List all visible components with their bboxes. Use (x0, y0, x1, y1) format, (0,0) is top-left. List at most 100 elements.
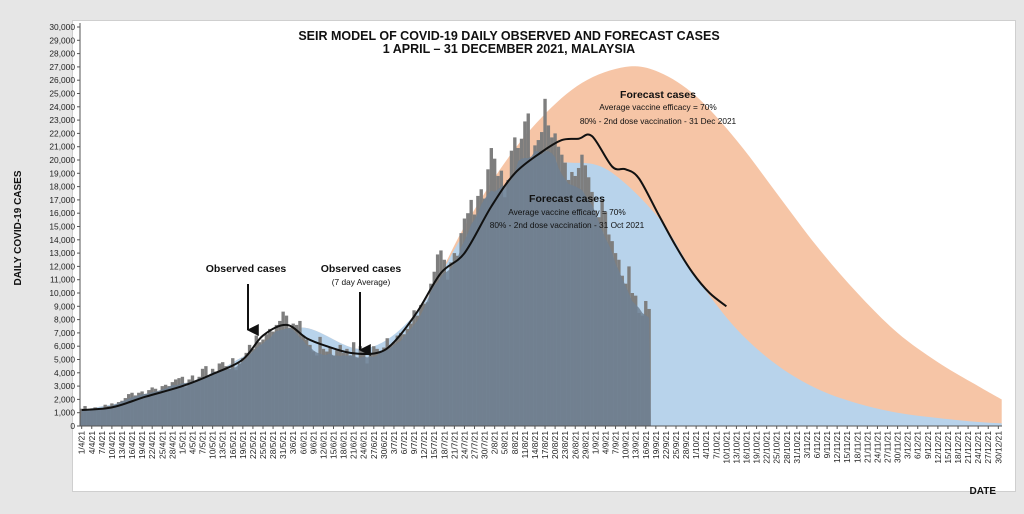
x-tick-label: 12/7/21 (419, 431, 429, 459)
annotation-forecast-dec-l2: 80% - 2nd dose vaccination - 31 Dec 2021 (580, 116, 737, 126)
x-tick-label: 31/5/21 (278, 431, 288, 459)
x-tick-label: 22/5/21 (248, 431, 258, 459)
y-tick-label: 14,000 (49, 235, 75, 245)
x-tick-label: 26/8/21 (570, 431, 580, 459)
x-tick-label: 1/5/21 (177, 431, 187, 455)
y-tick-label: 29,000 (49, 35, 75, 45)
x-tick-label: 13/4/21 (117, 431, 127, 459)
x-tick-label: 4/10/21 (701, 431, 711, 459)
y-tick-label: 26,000 (49, 75, 75, 85)
x-tick-label: 10/4/21 (107, 431, 117, 459)
x-tick-label: 3/12/21 (903, 431, 913, 459)
x-tick-label: 1/10/21 (691, 431, 701, 459)
x-tick-label: 31/10/21 (792, 431, 802, 464)
x-tick-label: 30/6/21 (379, 431, 389, 459)
x-tick-label: 15/6/21 (329, 431, 339, 459)
x-tick-label: 7/5/21 (198, 431, 208, 455)
y-tick-label: 20,000 (49, 155, 75, 165)
x-tick-label: 25/10/21 (772, 431, 782, 464)
y-tick-label: 12,000 (49, 261, 75, 271)
x-tick-label: 24/7/21 (460, 431, 470, 459)
y-tick-label: 25,000 (49, 89, 75, 99)
x-tick-label: 25/4/21 (157, 431, 167, 459)
x-tick-label: 27/7/21 (470, 431, 480, 459)
chart-title: SEIR MODEL OF COVID-19 DAILY OBSERVED AN… (298, 29, 719, 43)
y-tick-label: 30,000 (49, 22, 75, 32)
x-tick-label: 14/8/21 (530, 431, 540, 459)
x-tick-label: 16/4/21 (127, 431, 137, 459)
y-tick-label: 24,000 (49, 102, 75, 112)
x-tick-label: 15/7/21 (429, 431, 439, 459)
x-tick-label: 19/5/21 (238, 431, 248, 459)
x-tick-label: 12/6/21 (318, 431, 328, 459)
y-tick-label: 3,000 (54, 381, 75, 391)
x-tick-label: 6/7/21 (399, 431, 409, 455)
x-tick-label: 10/9/21 (621, 431, 631, 459)
x-tick-label: 6/12/21 (913, 431, 923, 459)
x-tick-label: 9/7/21 (409, 431, 419, 455)
annotations: Observed cases Observed cases (7 day Avera… (206, 89, 737, 356)
x-tick-label: 24/6/21 (359, 431, 369, 459)
x-tick-label: 13/10/21 (731, 431, 741, 464)
x-tick-label: 24/11/21 (872, 431, 882, 463)
seven-day-average-line (81, 133, 728, 412)
x-tick-label: 12/11/21 (832, 431, 842, 463)
x-tick-label: 29/8/21 (580, 431, 590, 459)
x-tick-label: 5/8/21 (500, 431, 510, 455)
x-tick-label: 3/11/21 (802, 431, 812, 459)
x-tick-label: 22/9/21 (661, 431, 671, 459)
x-tick-label: 27/11/21 (883, 431, 893, 463)
annotation-observed: Observed cases (206, 263, 287, 275)
y-tick-label: 27,000 (49, 62, 75, 72)
x-tick-label: 1/4/21 (77, 431, 87, 455)
x-tick-label: 24/12/21 (973, 431, 983, 464)
y-tick-label: 15,000 (49, 222, 75, 232)
x-tick-label: 27/12/21 (983, 431, 993, 464)
x-tick-label: 30/12/21 (993, 431, 1003, 464)
y-tick-label: 9,000 (54, 301, 75, 311)
x-tick-label: 6/6/21 (298, 431, 308, 455)
annotation-forecast-oct-l1: Average vaccine efficacy = 70% (508, 207, 626, 217)
x-tick-label: 19/4/21 (137, 431, 147, 459)
x-tick-label: 25/9/21 (671, 431, 681, 459)
y-axis-title: DAILY COVID-19 CASES (13, 170, 24, 285)
x-tick-label: 28/10/21 (782, 431, 792, 464)
x-tick-label: 13/5/21 (218, 431, 228, 459)
annotation-forecast-dec: Forecast cases (620, 89, 696, 101)
y-tick-label: 5,000 (54, 355, 75, 365)
y-tick-label: 7,000 (54, 328, 75, 338)
axes: 0 1,000 2,000 3,000 4,000 5,000 6,000 7,000 8,00… (49, 22, 1003, 464)
x-tick-label: 21/11/21 (862, 431, 872, 463)
average-line (81, 133, 728, 412)
x-tick-label: 10/5/21 (208, 431, 218, 459)
x-tick-label: 23/8/21 (560, 431, 570, 459)
x-tick-label: 18/7/21 (439, 431, 449, 459)
x-tick-label: 28/4/21 (167, 431, 177, 459)
x-tick-label: 20/8/21 (550, 431, 560, 459)
x-tick-label: 8/8/21 (510, 431, 520, 455)
x-tick-label: 12/12/21 (933, 431, 943, 464)
annotation-forecast-oct: Forecast cases (529, 193, 605, 205)
x-tick-label: 9/12/21 (923, 431, 933, 459)
annotation-forecast-dec-l1: Average vaccine efficacy = 70% (599, 102, 717, 112)
y-tick-label: 23,000 (49, 115, 75, 125)
x-tick-label: 9/6/21 (308, 431, 318, 455)
y-tick-label: 21,000 (49, 142, 75, 152)
x-tick-label: 15/12/21 (943, 431, 953, 464)
y-tick-label: 4,000 (54, 368, 75, 378)
x-tick-label: 27/6/21 (369, 431, 379, 459)
x-tick-label: 19/9/21 (651, 431, 661, 459)
y-tick-label: 1,000 (54, 408, 75, 418)
x-axis-title: DATE (970, 486, 997, 497)
x-tick-label: 21/12/21 (963, 431, 973, 464)
x-tick-label: 30/11/21 (893, 431, 903, 463)
x-tick-label: 9/11/21 (822, 431, 832, 459)
x-tick-label: 4/4/21 (87, 431, 97, 455)
x-tick-label: 22/4/21 (147, 431, 157, 459)
x-tick-label: 1/9/21 (590, 431, 600, 455)
y-tick-label: 16,000 (49, 208, 75, 218)
x-tick-label: 10/10/21 (721, 431, 731, 464)
y-tick-label: 28,000 (49, 49, 75, 59)
